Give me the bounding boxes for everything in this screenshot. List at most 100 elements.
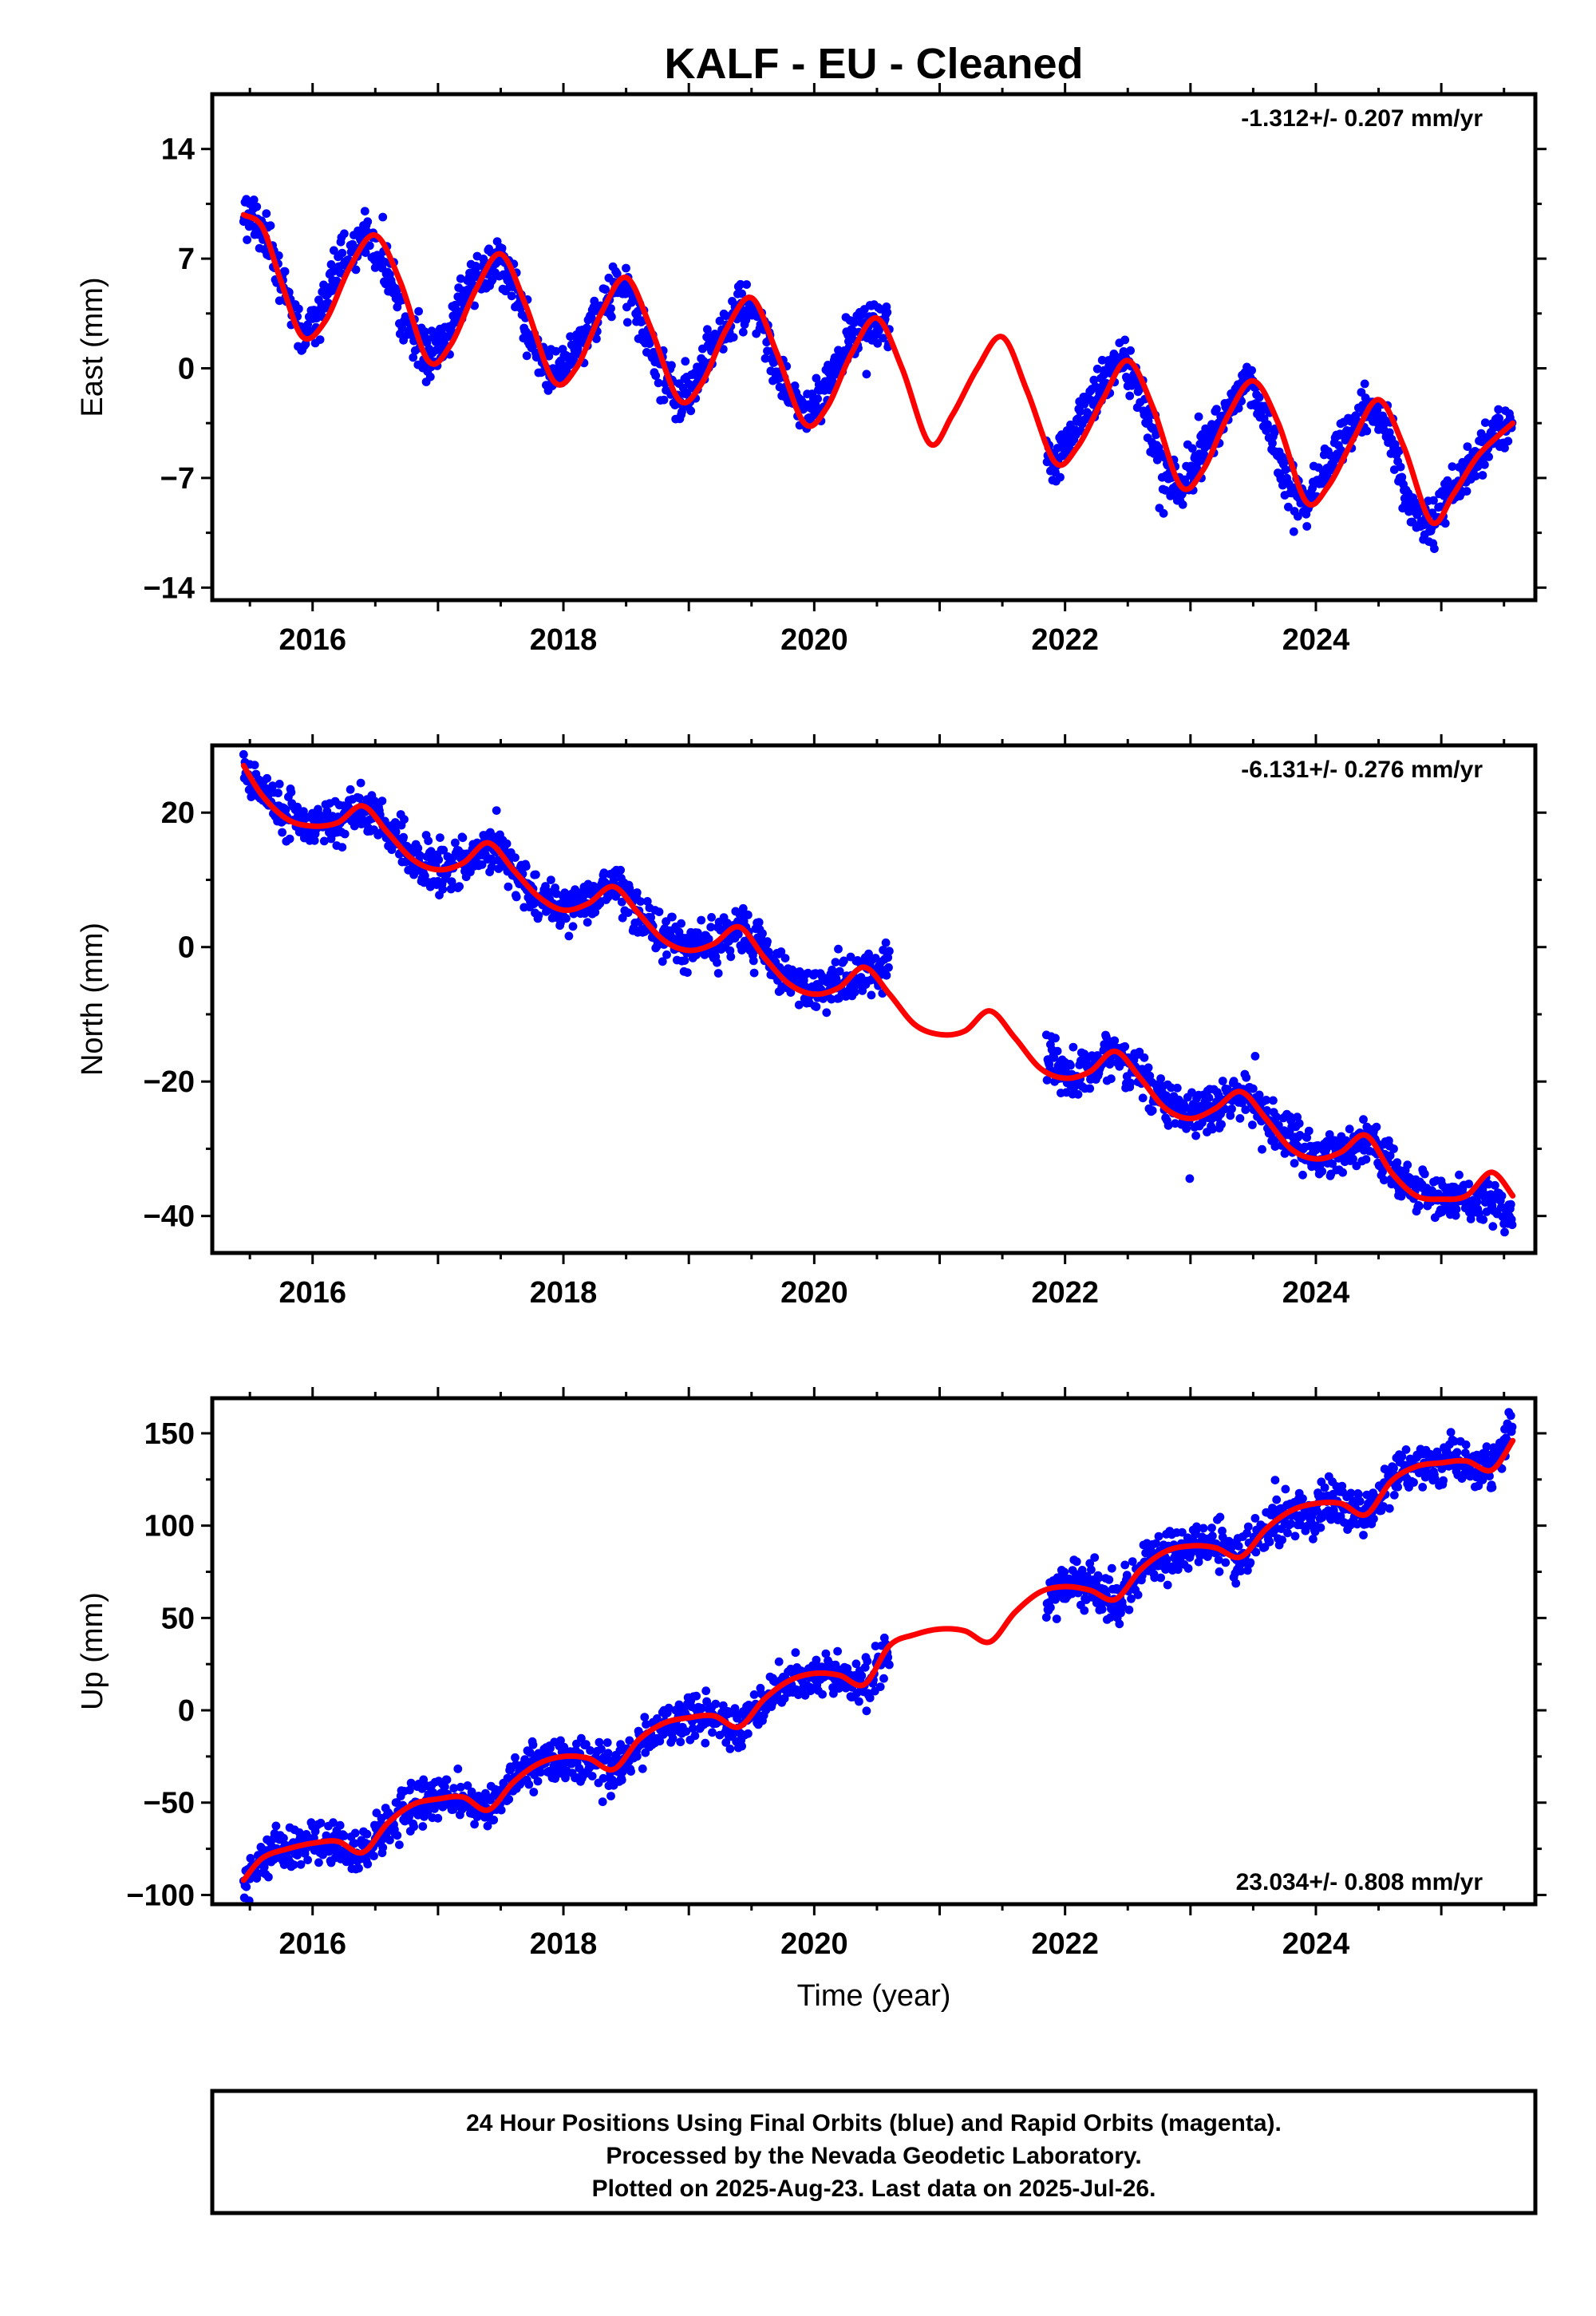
up-observation-point (1250, 1514, 1260, 1523)
east-y-tick-label: −7 (160, 462, 195, 496)
up-observation-point (688, 1724, 697, 1733)
up-observation-point (1316, 1523, 1325, 1532)
north-observation-point (1272, 1113, 1282, 1122)
east-observation-point (275, 296, 284, 306)
up-observation-point (393, 1831, 402, 1840)
north-observation-point (1144, 1063, 1153, 1073)
up-observation-point (602, 1738, 612, 1747)
north-x-tick-label: 2018 (530, 1276, 598, 1310)
east-observation-point (729, 333, 738, 342)
north-observation-point (668, 912, 677, 922)
north-rate-label: -6.131+/- 0.276 mm/yr (1241, 757, 1483, 783)
north-observation-point (1262, 1096, 1271, 1105)
up-observation-point (1355, 1496, 1365, 1506)
north-observation-point (1049, 1053, 1059, 1062)
up-observation-point (529, 1788, 539, 1796)
up-observation-point (354, 1863, 363, 1873)
north-observation-point (1250, 1052, 1260, 1061)
north-observation-point (1472, 1197, 1482, 1207)
north-observation-point (1080, 1049, 1089, 1058)
north-observation-point (1156, 1074, 1165, 1083)
east-observation-point (1125, 391, 1135, 401)
north-observation-point (763, 937, 772, 947)
up-observation-point (1265, 1537, 1274, 1547)
up-observation-point (692, 1691, 701, 1701)
east-observation-point (1430, 544, 1439, 553)
east-observation-point (363, 217, 373, 227)
north-observation-point (764, 947, 773, 957)
north-observation-point (885, 947, 894, 956)
north-observation-point (400, 815, 409, 824)
north-observation-point (726, 952, 736, 962)
north-observation-point (239, 749, 248, 759)
north-observation-point (451, 838, 460, 848)
east-observation-point (1254, 393, 1264, 402)
north-observation-point (322, 807, 332, 816)
north-observation-point (1294, 1119, 1304, 1128)
east-observation-point (715, 316, 725, 326)
up-observation-point (812, 1655, 821, 1665)
up-observation-point (1506, 1411, 1515, 1421)
north-observation-point (1069, 1042, 1078, 1052)
east-observation-point (409, 353, 418, 362)
north-x-tick-label: 2024 (1282, 1276, 1350, 1310)
north-observation-point (1298, 1170, 1307, 1180)
east-observation-point (1362, 426, 1372, 436)
up-observation-point (1369, 1514, 1378, 1524)
east-observation-point (1397, 472, 1407, 482)
north-observation-point (1302, 1133, 1312, 1142)
up-observation-point (1128, 1557, 1137, 1566)
up-observation-point (1418, 1483, 1428, 1492)
east-observation-point (840, 348, 850, 358)
north-observation-point (1220, 1105, 1230, 1114)
north-observation-point (1269, 1096, 1278, 1105)
up-observation-point (1163, 1555, 1171, 1564)
up-observation-point (289, 1860, 298, 1870)
north-observation-point (281, 805, 290, 814)
north-observation-point (250, 761, 259, 769)
north-observation-point (355, 793, 364, 803)
north-observation-point (424, 836, 433, 845)
east-observation-point (326, 260, 336, 269)
east-observation-point (1152, 430, 1160, 440)
up-observation-point (1221, 1558, 1231, 1567)
north-observation-point (1248, 1084, 1258, 1093)
north-observation-point (749, 968, 759, 978)
up-observation-point (546, 1744, 555, 1753)
north-observation-point (1451, 1211, 1460, 1220)
up-observation-point (632, 1752, 642, 1761)
up-observation-point (314, 1858, 323, 1867)
north-observation-point (642, 897, 652, 906)
up-observation-point (418, 1822, 428, 1831)
north-observation-point (1126, 1078, 1135, 1088)
north-observation-point (492, 806, 501, 815)
east-observation-point (1159, 508, 1168, 518)
north-observation-point (1120, 1041, 1130, 1051)
north-observation-point (704, 935, 713, 943)
north-observation-point (438, 884, 448, 894)
up-observation-point (1482, 1442, 1491, 1452)
north-observation-point (1172, 1083, 1182, 1093)
east-plot-frame (210, 92, 1538, 603)
up-observation-point (711, 1699, 721, 1709)
north-observation-point (1380, 1176, 1389, 1185)
north-observation-point (632, 888, 642, 897)
north-observation-point (1042, 1076, 1052, 1085)
up-observation-point (1107, 1563, 1116, 1573)
north-observation-point (350, 821, 359, 831)
north-observation-point (1345, 1124, 1354, 1134)
up-observation-point (617, 1776, 626, 1784)
up-observation-point (533, 1777, 543, 1786)
east-y-tick-label: 7 (178, 243, 195, 276)
up-observation-point (664, 1703, 674, 1713)
north-observation-point (299, 807, 308, 816)
up-observation-point (524, 1780, 534, 1789)
east-x-tick-label: 2018 (530, 623, 598, 657)
up-observation-point (1154, 1531, 1163, 1541)
up-observation-point (1320, 1483, 1329, 1492)
east-observation-point (1187, 444, 1197, 453)
up-observation-point (708, 1728, 717, 1737)
east-observation-point (1480, 418, 1490, 427)
up-observation-point (626, 1767, 635, 1777)
